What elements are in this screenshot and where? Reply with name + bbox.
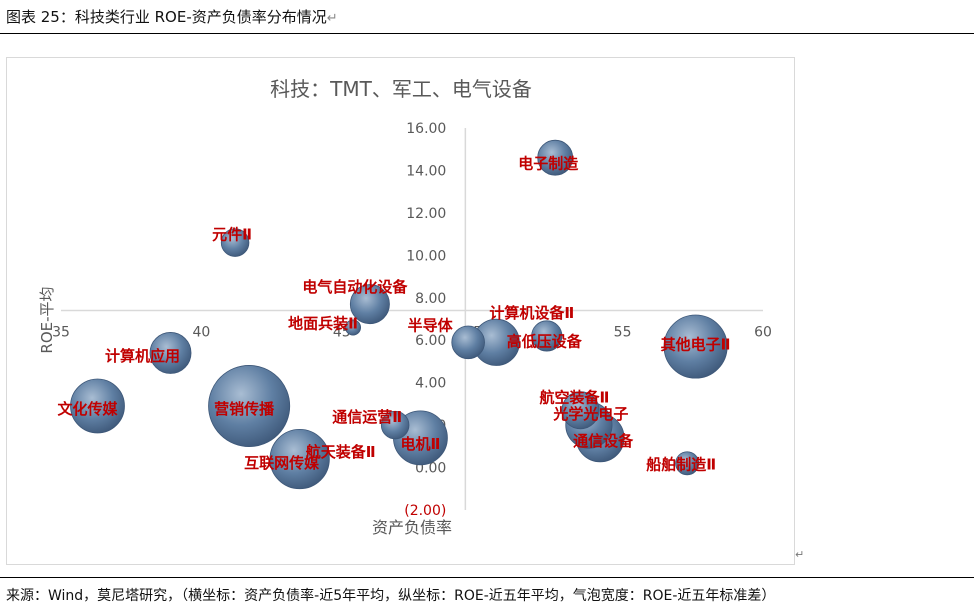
chart-title: 科技：TMT、军工、电气设备	[270, 77, 532, 101]
bubble-label: 电气自动化设备	[302, 278, 408, 296]
x-axis-title: 资产负债率	[372, 518, 452, 537]
figure-caption: 图表 25：科技类行业 ROE-资产负债率分布情况↵	[6, 6, 338, 27]
bubble-label: 电子制造	[518, 155, 578, 173]
bubble	[663, 314, 728, 379]
bubble-label: 通信运营Ⅱ	[332, 408, 402, 426]
y-tick-label: 10.00	[406, 248, 446, 264]
y-tick-label: 6.00	[415, 333, 446, 349]
bubble-label: 计算机设备Ⅱ	[489, 304, 574, 322]
bubble	[208, 365, 291, 448]
x-tick-label: 60	[754, 325, 772, 341]
x-tick-label: 35	[52, 325, 70, 341]
y-tick-label: 12.00	[406, 206, 446, 222]
y-tick-label: 4.00	[415, 376, 446, 392]
bubble	[380, 410, 410, 440]
bubble-label: 地面兵装Ⅱ	[288, 314, 358, 332]
x-tick-label: 55	[614, 325, 632, 341]
y-tick-label: (2.00)	[404, 503, 446, 519]
bubble-label: 光学光电子	[552, 405, 628, 423]
y-tick-label: 8.00	[415, 291, 446, 307]
bubble-label: 互联网传媒	[244, 454, 320, 472]
top-rule	[0, 33, 974, 34]
bubble-label: 高低压设备	[507, 332, 583, 350]
bubble	[537, 139, 574, 176]
figure-caption-text: 图表 25：科技类行业 ROE-资产负债率分布情况	[6, 8, 327, 26]
bubble	[149, 332, 192, 374]
return-mark-icon: ↵	[326, 11, 338, 26]
chart-frame	[6, 57, 795, 565]
bubble	[561, 391, 600, 430]
bubble-label: 元件Ⅱ	[212, 226, 252, 244]
bubble	[349, 284, 390, 325]
bubble	[220, 228, 250, 257]
y-tick-label: 14.00	[406, 163, 446, 179]
bubble-label: 通信设备	[573, 432, 634, 450]
bubble-label: 半导体	[408, 316, 454, 334]
bubble-label: 航天装备Ⅱ	[306, 443, 376, 461]
bubble	[531, 320, 563, 352]
bubble	[345, 319, 362, 336]
bubble-label: 船舶制造Ⅱ	[646, 455, 716, 473]
return-mark-icon: ↵	[795, 548, 805, 561]
bubble-label: 文化传媒	[57, 400, 118, 418]
bubble	[70, 378, 125, 434]
bubbles	[70, 139, 728, 490]
source-note: 来源：Wind，莫尼塔研究，（横坐标：资产负债率-近5年平均，纵坐标：ROE-近…	[6, 588, 776, 604]
bubble	[451, 325, 485, 360]
y-tick-label: 16.00	[406, 121, 446, 137]
bubble-label: 电机Ⅱ	[400, 435, 440, 453]
y-axis-title: ROE-平均	[38, 286, 56, 353]
bubble-label: 其他电子Ⅱ	[661, 336, 731, 354]
bubble-label: 营销传播	[214, 400, 275, 418]
bubble-label: 计算机应用	[105, 347, 180, 365]
x-tick-label: 40	[192, 325, 210, 341]
bubble-label: 航空装备Ⅱ	[540, 388, 610, 406]
bubble	[675, 451, 700, 476]
bubble	[269, 428, 330, 490]
bottom-rule	[0, 577, 974, 578]
